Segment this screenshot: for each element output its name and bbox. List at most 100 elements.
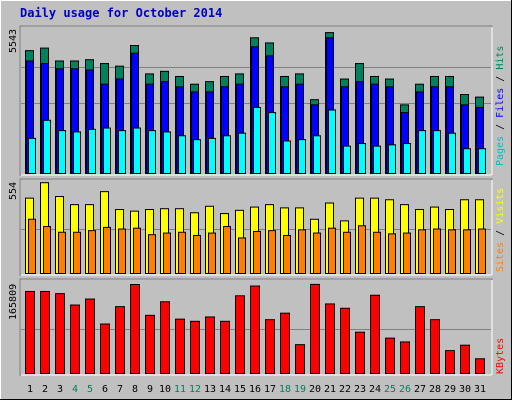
x-tick-label: 2 (42, 384, 48, 395)
legend-part-0-0: Pages (495, 136, 506, 166)
sites-bar-day-6 (103, 226, 111, 275)
kbytes-bar-day-13 (205, 316, 215, 375)
pages-bar-day-28 (433, 130, 441, 174)
x-tick-label: 30 (459, 384, 471, 395)
kbytes-bar-day-27 (415, 306, 425, 374)
sites-bar-day-30 (463, 229, 471, 274)
kbytes-bar-day-19 (295, 344, 305, 374)
sites-bar-day-20 (313, 232, 321, 274)
x-tick-label: 4 (72, 384, 78, 395)
x-tick-label: 22 (339, 384, 351, 395)
sites-bar-day-21 (328, 227, 336, 275)
sites-bar-day-22 (343, 231, 351, 274)
pages-bar-day-21 (328, 109, 336, 175)
kbytes-bar-day-16 (250, 285, 260, 375)
kbytes-bar-day-6 (100, 323, 110, 375)
kbytes-bar-day-31 (475, 358, 485, 375)
pages-bar-day-31 (478, 148, 486, 174)
sites-bar-day-27 (418, 229, 426, 274)
x-tick-label: 27 (414, 384, 426, 395)
kbytes-bar-day-24 (370, 294, 380, 375)
x-tick-label: 21 (324, 384, 336, 395)
panel-kbytes-legend: KBytes (495, 338, 506, 374)
pages-bar-day-9 (148, 130, 156, 174)
visits-sites-panel: 554 Sites / Visits (8, 178, 506, 276)
pages-bar-day-18 (283, 140, 291, 174)
kbytes-bar-day-26 (400, 341, 410, 374)
panel-visits-bars (25, 182, 486, 275)
pages-bar-day-25 (388, 144, 396, 175)
kbytes-bar-day-5 (85, 298, 95, 375)
x-tick-label: 13 (204, 384, 216, 395)
panel-hits-ymax-label: 5543 (8, 29, 19, 53)
sites-bar-day-25 (388, 233, 396, 274)
x-tick-label: 29 (444, 384, 456, 395)
sites-bar-day-31 (478, 228, 486, 274)
sites-bar-day-9 (148, 234, 156, 275)
pages-bar-day-12 (193, 139, 201, 174)
sites-bar-day-2 (43, 226, 51, 274)
pages-bar-day-23 (358, 143, 366, 175)
x-tick-label: 15 (234, 384, 246, 395)
kbytes-bar-day-21 (325, 303, 335, 375)
pages-bar-day-17 (268, 112, 276, 174)
kbytes-bar-day-25 (385, 337, 395, 374)
pages-bar-day-13 (208, 137, 216, 174)
sites-bar-day-18 (283, 235, 291, 275)
legend-part-0-4: Hits (495, 46, 506, 70)
kbytes-bar-day-22 (340, 307, 350, 375)
pages-bar-day-2 (43, 119, 51, 174)
kbytes-bar-day-29 (445, 350, 455, 374)
x-tick-label: 20 (309, 384, 321, 395)
sites-bar-day-5 (88, 230, 96, 274)
x-tick-label: 14 (219, 384, 231, 395)
x-tick-label: 24 (369, 384, 381, 395)
sites-bar-day-16 (253, 230, 261, 275)
kbytes-bar-day-8 (130, 284, 140, 374)
x-axis-day-labels: 1 2 3 4 5 6 7 8 9 10 11 12 13 14 15 16 17 18 19 20 21 22 23 24 2… (27, 384, 486, 395)
panel-hits-bars (25, 32, 486, 175)
pages-bar-day-11 (178, 135, 186, 175)
pages-bar-day-26 (403, 143, 411, 175)
pages-bar-day-1 (28, 137, 36, 174)
kbytes-bar-day-30 (460, 344, 470, 375)
pages-bar-day-24 (373, 145, 381, 175)
sites-bar-day-12 (193, 235, 201, 275)
kbytes-bar-day-17 (265, 319, 275, 374)
pages-bar-day-5 (88, 128, 96, 174)
legend-part-1-0: Sites (495, 242, 506, 272)
sites-bar-day-14 (223, 226, 231, 274)
sites-bar-day-28 (433, 228, 441, 274)
pages-bar-day-22 (343, 145, 351, 175)
pages-bar-day-6 (103, 127, 111, 174)
pages-bar-day-14 (223, 135, 231, 175)
kbytes-bar-day-23 (355, 331, 365, 375)
x-tick-label: 1 (27, 384, 33, 395)
kbytes-bar-day-3 (55, 293, 65, 374)
sites-bar-day-8 (133, 227, 141, 275)
panel-kbytes-bars (25, 283, 485, 375)
sites-bar-day-17 (268, 230, 276, 274)
pages-bar-day-10 (163, 131, 171, 175)
sites-bar-day-11 (178, 231, 186, 274)
kbytes-bar-day-12 (190, 320, 200, 375)
kbytes-panel: 165809 KBytes (8, 278, 506, 376)
sites-bar-day-19 (298, 229, 306, 274)
sites-bar-day-10 (163, 232, 171, 274)
legend-part-0-2: Files (495, 88, 506, 118)
pages-bar-day-15 (238, 132, 246, 175)
pages-bar-day-8 (133, 127, 141, 174)
kbytes-bar-day-1 (25, 290, 35, 374)
sites-bar-day-1 (28, 218, 36, 275)
x-tick-label: 6 (102, 384, 108, 395)
chart-title: Daily usage for October 2014 (20, 6, 222, 20)
sites-bar-day-24 (373, 231, 381, 274)
legend-part-1-1: / (495, 224, 506, 242)
sites-bar-day-23 (358, 225, 366, 274)
kbytes-bar-day-18 (280, 312, 290, 374)
x-tick-label: 26 (399, 384, 411, 395)
x-tick-label: 3 (57, 384, 63, 395)
sites-bar-day-4 (73, 231, 81, 274)
kbytes-bar-day-7 (115, 306, 125, 374)
panel-visits-ymax-label: 554 (8, 182, 19, 200)
